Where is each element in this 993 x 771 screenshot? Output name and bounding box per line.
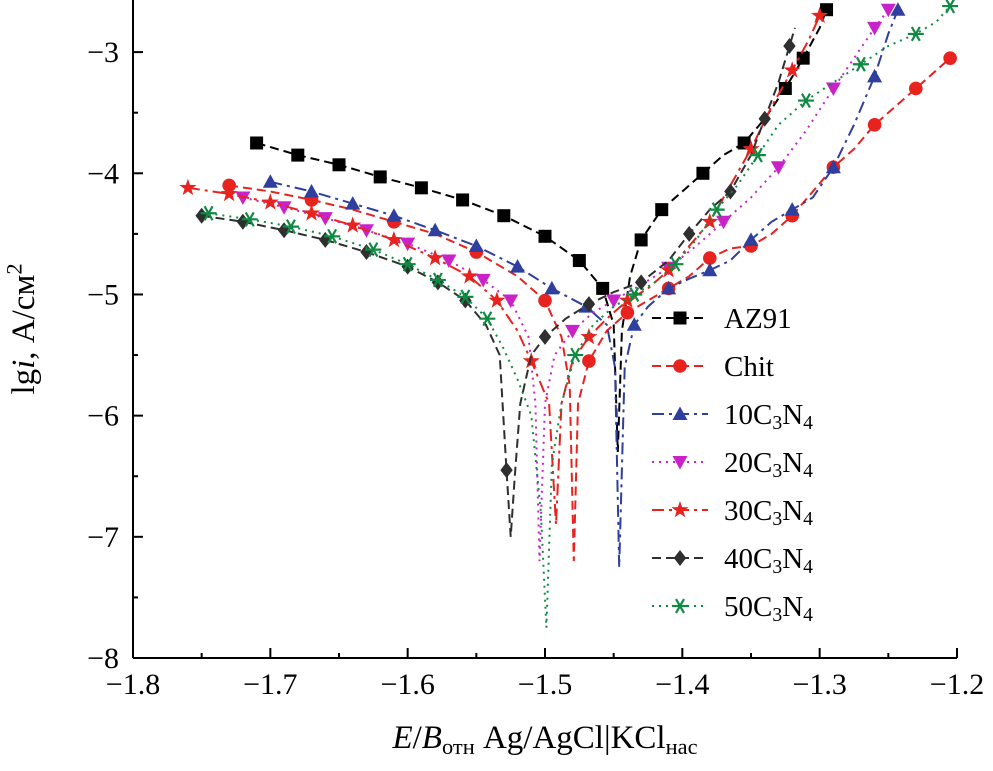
x-axis-label: E/Bотн Ag/AgCl|KClнас — [391, 720, 697, 759]
axis-tick-labels: −1.8 −1.7 −1.6 −1.5 −1.4 −1.3 −1.2 −8 −7 −6 −5 −4 −3 — [87, 36, 984, 701]
series-40C3N4-line — [201, 27, 796, 537]
series-50C3N4-markers — [200, 0, 959, 363]
x-tick-label: −1.4 — [655, 668, 709, 701]
legend-entry-AZ91: AZ91 — [652, 303, 792, 335]
series-50C3N4 — [200, 0, 959, 628]
series-50C3N4-line — [208, 5, 951, 628]
legend-entry-Chit: Chit — [652, 351, 774, 383]
legend-label: 10C3N4 — [724, 399, 813, 434]
series-AZ91-markers — [250, 3, 834, 295]
legend-label: Chit — [724, 351, 774, 383]
series-10C3N4-line — [270, 9, 899, 568]
y-tick-label: −8 — [87, 642, 119, 675]
series-Chit-markers — [222, 51, 957, 368]
legend-entry-40C3N4: 40C3N4 — [652, 543, 813, 578]
x-tick-label: −1.6 — [380, 668, 434, 701]
series-40C3N4 — [195, 27, 796, 537]
series-30C3N4-markers — [179, 6, 829, 369]
y-axis-label: lgi, А/см2 — [1, 263, 42, 394]
x-tick-label: −1.8 — [106, 668, 160, 701]
axis-titles: E/Bотн Ag/AgCl|KClнас lgi, А/см2 — [1, 263, 697, 758]
series-10C3N4 — [262, 2, 906, 568]
y-tick-label: −4 — [87, 157, 119, 190]
axis-ticks — [132, 51, 958, 659]
legend-entry-30C3N4: 30C3N4 — [652, 495, 813, 530]
series-AZ91 — [250, 3, 834, 453]
x-tick-label: −1.5 — [518, 668, 572, 701]
legend-label: 20C3N4 — [724, 447, 813, 482]
y-tick-label: −5 — [87, 278, 119, 311]
legend-entry-50C3N4: 50C3N4 — [652, 591, 813, 626]
x-tick-label: −1.3 — [792, 668, 846, 701]
y-tick-label: −3 — [87, 36, 119, 69]
x-tick-label: −1.7 — [243, 668, 297, 701]
series-Chit-line — [228, 57, 951, 562]
legend-label: 30C3N4 — [724, 495, 813, 530]
legend-label: 40C3N4 — [724, 543, 813, 578]
legend-entry-20C3N4: 20C3N4 — [652, 447, 813, 482]
legend-label: 50C3N4 — [724, 591, 813, 626]
y-tick-label: −6 — [87, 400, 119, 433]
legend: AZ91 Chit 10C3N4 20C3N4 30C3N4 40C3N4 50C3N4 — [652, 303, 813, 626]
y-tick-label: −7 — [87, 521, 119, 554]
series-10C3N4-markers — [262, 2, 906, 331]
legend-entry-10C3N4: 10C3N4 — [652, 399, 813, 434]
legend-label: AZ91 — [724, 303, 792, 335]
x-tick-label: −1.2 — [930, 668, 984, 701]
